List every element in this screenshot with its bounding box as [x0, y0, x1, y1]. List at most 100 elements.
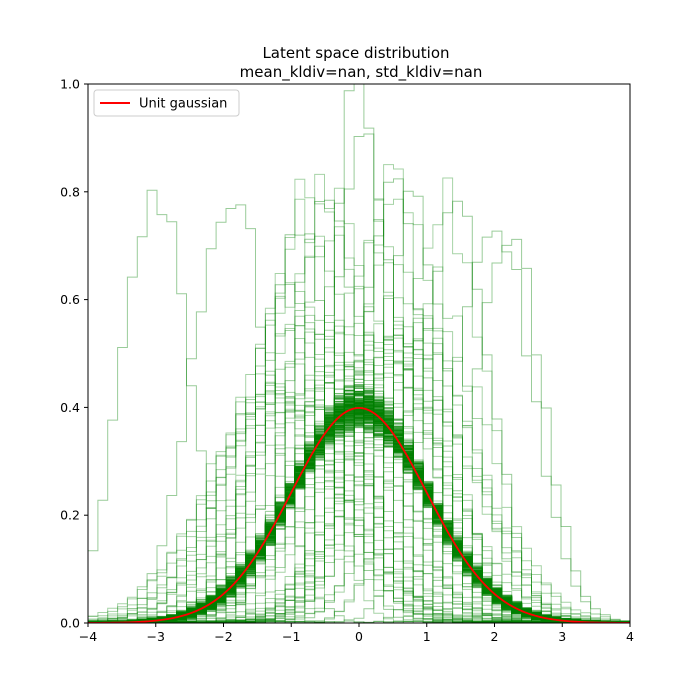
- histogram-series-217: [88, 412, 630, 623]
- x-tick-label: −2: [214, 629, 232, 644]
- histogram-series-266: [88, 234, 630, 623]
- histogram-series-187: [88, 419, 630, 623]
- x-tick-label: 1: [423, 629, 431, 644]
- histogram-series-29: [88, 387, 630, 623]
- histogram-series-130: [88, 393, 630, 623]
- y-tick-label: 1.0: [60, 77, 80, 92]
- histogram-series-243: [88, 325, 630, 623]
- x-tick-label: 3: [558, 629, 566, 644]
- histogram-series-255: [88, 315, 630, 623]
- histogram-series-275: [88, 273, 630, 623]
- histogram-series-202: [88, 395, 630, 623]
- histogram-series-38: [88, 404, 630, 623]
- histogram-series-208: [88, 409, 630, 623]
- histogram-series-156: [88, 404, 630, 623]
- histogram-series-64: [88, 412, 630, 623]
- histogram-series-126: [88, 415, 630, 623]
- histogram-series-197: [88, 386, 630, 623]
- histogram-series-184: [88, 410, 630, 623]
- histogram-series-258: [88, 322, 630, 623]
- histogram-series-294: [88, 133, 630, 623]
- histogram-series-204: [88, 418, 630, 623]
- histogram-series-219: [88, 417, 630, 623]
- histogram-series-278: [88, 198, 630, 623]
- x-tick-label: 4: [626, 629, 634, 644]
- histogram-series-146: [88, 398, 630, 623]
- y-tick-label: 0.6: [60, 292, 80, 307]
- unit-gaussian-curve: [88, 407, 630, 623]
- histogram-series-153: [88, 395, 630, 623]
- legend-label-unit-gaussian: Unit gaussian: [139, 97, 227, 112]
- histogram-series-221: [88, 410, 630, 623]
- histogram-series-116: [88, 389, 630, 623]
- histogram-series-140: [88, 384, 630, 623]
- histogram-series-263: [88, 306, 630, 623]
- histogram-series-141: [88, 404, 630, 623]
- histogram-series-213: [88, 386, 630, 623]
- histogram-series-103: [88, 409, 630, 623]
- histogram-series-69: [88, 417, 630, 623]
- histogram-series-179: [88, 402, 630, 623]
- histogram-series-248: [88, 357, 630, 623]
- histogram-series-209: [88, 402, 630, 623]
- histogram-series-189: [88, 401, 630, 623]
- histogram-series-233: [88, 314, 630, 623]
- histogram-series-13: [88, 410, 630, 623]
- histogram-series-122: [88, 403, 630, 623]
- histogram-series-274: [88, 322, 630, 623]
- histogram-series-85: [88, 398, 630, 623]
- histogram-series-259: [88, 399, 630, 623]
- histogram-series-77: [88, 394, 630, 623]
- histogram-series-152: [88, 393, 630, 623]
- histogram-series-94: [88, 408, 630, 623]
- histogram-series-86: [88, 414, 630, 623]
- histogram-series-148: [88, 410, 630, 623]
- histogram-series-295: [88, 178, 630, 623]
- histogram-series-201: [88, 404, 630, 623]
- histogram-series-192: [88, 390, 630, 623]
- histogram-series-252: [88, 317, 630, 623]
- histogram-series-98: [88, 387, 630, 623]
- histogram-series-272: [88, 420, 630, 623]
- histogram-series-102: [88, 414, 630, 623]
- histogram-series-281: [88, 338, 630, 623]
- histogram-series-100: [88, 417, 630, 623]
- histogram-series-211: [88, 411, 630, 623]
- histogram-series-8: [88, 407, 630, 623]
- histogram-series-63: [88, 404, 630, 623]
- x-tick-label: −1: [282, 629, 300, 644]
- histogram-series-125: [88, 388, 630, 623]
- histogram-series-24: [88, 406, 630, 623]
- histogram-series-241: [88, 378, 630, 623]
- histogram-series-71: [88, 414, 630, 623]
- histogram-series-48: [88, 384, 630, 623]
- histogram-series-61: [88, 393, 630, 623]
- histogram-series-147: [88, 399, 630, 623]
- histogram-series-42: [88, 407, 630, 623]
- histogram-series-297: [88, 200, 630, 623]
- x-tick-label: 2: [491, 629, 499, 644]
- histogram-series-165: [88, 410, 630, 623]
- histogram-series-39: [88, 413, 630, 623]
- histogram-series-292: [88, 199, 630, 623]
- histogram-series-35: [88, 384, 630, 623]
- histogram-series-236: [88, 317, 630, 623]
- histogram-series-279: [88, 388, 630, 623]
- histogram-series-225: [88, 391, 630, 623]
- histogram-series-240: [88, 325, 630, 623]
- histogram-series-245: [88, 348, 630, 623]
- histogram-series-254: [88, 226, 630, 623]
- histogram-series-108: [88, 417, 630, 623]
- histogram-series-262: [88, 395, 630, 623]
- histogram-series-5: [88, 420, 630, 623]
- histogram-series-299: [88, 238, 630, 623]
- histogram-series-276: [88, 379, 630, 623]
- y-tick-label: 0.2: [60, 508, 80, 523]
- y-tick-label: 0.8: [60, 184, 80, 199]
- histogram-series-88: [88, 392, 630, 623]
- histogram-series-238: [88, 245, 630, 623]
- histogram-series-264: [88, 297, 630, 623]
- histogram-series-157: [88, 417, 630, 623]
